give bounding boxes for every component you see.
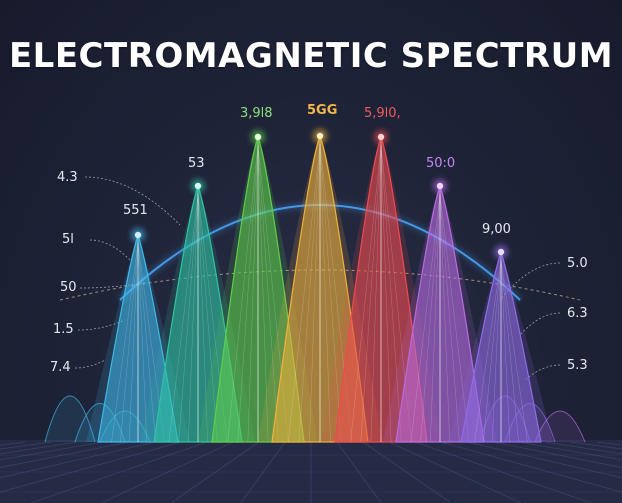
peak-label-3: 3,9l8	[240, 106, 273, 121]
floor-grid-line	[440, 441, 622, 493]
floor-grid-line	[492, 441, 622, 468]
peak-streak	[111, 242, 139, 443]
peak-dot	[497, 248, 505, 256]
floor-grid-line	[388, 441, 522, 503]
peak-streak	[380, 144, 392, 443]
page-title: ELECTROMAGNETIC SPECTRUM	[8, 36, 614, 76]
left-label-3: 5l	[62, 232, 74, 247]
peak-label-5: 5,9l0,	[364, 106, 401, 121]
peak-streak	[237, 144, 259, 443]
peak-label-4: 5GG	[307, 103, 338, 118]
floor-grid-line	[30, 441, 208, 503]
peak-streak	[128, 242, 139, 443]
peak-label-2: 53	[188, 156, 205, 171]
floor-grid-line	[466, 441, 622, 479]
floor-grid-line	[544, 441, 622, 455]
spectrum-peak	[382, 179, 498, 443]
peak-streak	[137, 242, 156, 443]
peak-streak	[500, 259, 519, 443]
peak-streak	[430, 193, 441, 443]
background-wave	[44, 395, 96, 443]
peak-dot	[316, 132, 324, 140]
peak-streak	[420, 193, 441, 443]
floor-grid-line	[100, 441, 234, 503]
peak-dot	[194, 182, 202, 190]
peak-streak	[197, 193, 218, 443]
spectrum-peaks	[86, 129, 553, 443]
left-label-4: 50	[60, 280, 77, 295]
peak-streak	[168, 193, 199, 443]
peak-streak	[178, 193, 199, 443]
leader-line	[74, 359, 106, 369]
peak-streak	[360, 144, 382, 443]
peak-streak	[197, 193, 208, 443]
floor-grid-line	[0, 441, 130, 468]
peak-streak	[188, 193, 199, 443]
peak-streak	[439, 193, 470, 443]
peak-streak	[247, 144, 259, 443]
spectrum-peak	[449, 245, 553, 443]
peak-streak	[483, 259, 502, 443]
peak-streak	[500, 259, 511, 443]
perspective-floor-grid	[0, 440, 622, 503]
peak-streak	[298, 143, 321, 443]
leader-line	[519, 312, 561, 336]
floor-grid-line	[0, 441, 78, 455]
peak-streak	[288, 143, 321, 443]
peak-streak	[500, 259, 528, 443]
peak-dot	[134, 231, 142, 239]
left-label-6: 7.4	[50, 360, 71, 375]
floor-grid-line	[0, 441, 182, 493]
peak-dot	[377, 133, 385, 141]
peak-streak	[319, 143, 342, 443]
peak-streak	[319, 143, 331, 443]
floor-grid-line	[414, 441, 592, 503]
peak-streak	[350, 144, 382, 443]
peak-streak	[474, 259, 502, 443]
background-wave	[534, 410, 586, 443]
peak-streak	[257, 144, 269, 443]
leader-line	[524, 364, 561, 381]
floor-grid-line	[336, 441, 382, 503]
peak-streak	[257, 144, 279, 443]
peak-label-7: 9,00	[482, 222, 511, 237]
peak-streak	[439, 193, 450, 443]
left-label-5: 1.5	[53, 322, 74, 337]
peak-dot	[436, 182, 444, 190]
floor-grid-line	[240, 441, 286, 503]
peak-streak	[227, 144, 259, 443]
peak-streak	[137, 242, 148, 443]
peak-streak	[491, 259, 502, 443]
floor-grid-line	[362, 441, 452, 503]
peak-streak	[380, 144, 402, 443]
left-label-1: 4.3	[57, 170, 78, 185]
right-label-3: 5.3	[567, 358, 588, 373]
peak-streak	[439, 193, 460, 443]
peak-label-6: 50:0	[426, 156, 456, 171]
right-label-1: 5.0	[567, 256, 588, 271]
floor-grid-line	[0, 441, 156, 479]
peak-streak	[370, 144, 382, 443]
floor-grid-line	[170, 441, 260, 503]
left-label-2: 551	[123, 203, 148, 218]
leader-line	[84, 176, 181, 226]
right-label-2: 6.3	[567, 306, 588, 321]
leader-line	[89, 239, 131, 261]
floor-grid-line	[0, 441, 104, 461]
peak-streak	[410, 193, 441, 443]
peak-dot	[254, 133, 262, 141]
peak-streak	[309, 143, 321, 443]
peak-streak	[120, 242, 139, 443]
floor-grid-line	[518, 441, 622, 461]
